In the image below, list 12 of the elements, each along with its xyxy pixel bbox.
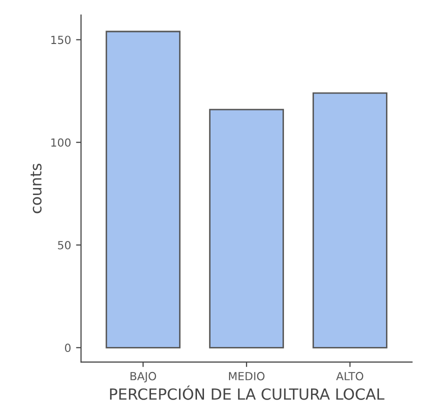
y-tick-label: 0: [64, 344, 71, 352]
bar: [312, 92, 388, 348]
y-tick-label: 100: [51, 138, 71, 147]
x-axis-title: PERCEPCIÓN DE LA CULTURA LOCAL: [110, 386, 384, 400]
x-tick-label: ALTO: [336, 372, 364, 380]
y-axis-title: counts: [30, 164, 42, 214]
x-tick-label: MEDIO: [229, 372, 264, 380]
bar: [106, 30, 181, 348]
y-tick-label: 50: [58, 240, 71, 250]
bar: [209, 108, 284, 348]
y-tick-label: 150: [51, 36, 71, 44]
x-tick-label: BAJO: [130, 372, 156, 382]
